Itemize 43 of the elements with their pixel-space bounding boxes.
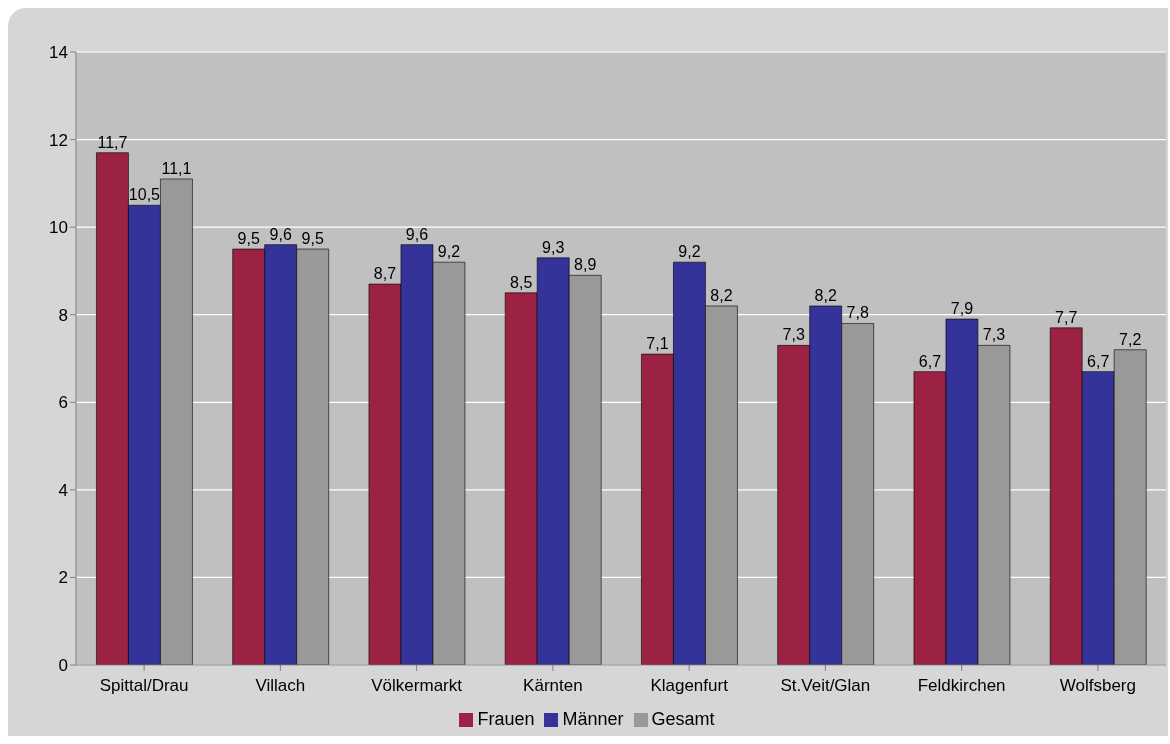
data-label: 7,7 [1055,308,1078,326]
data-label: 11,7 [97,133,128,151]
data-label: 6,7 [1087,352,1110,370]
y-tick-label: 0 [58,656,68,676]
data-label: 9,2 [437,243,461,261]
data-label: 9,5 [237,230,260,248]
y-tick-label: 2 [58,568,68,588]
x-tick-label: Feldkirchen [917,676,1006,696]
data-label: 9,2 [678,243,701,261]
x-tick-label: Klagenfurt [650,676,729,696]
data-label: 7,9 [950,300,974,318]
data-label: 7,1 [646,335,669,353]
data-label: 8,2 [814,286,837,304]
y-tick-label: 4 [58,480,68,500]
y-tick-label: 6 [58,393,68,413]
x-tick-label: Wolfsberg [1059,676,1136,696]
data-label: 9,5 [301,230,324,248]
y-tick-label: 10 [49,218,68,238]
x-tick-label: Völkermarkt [371,676,463,696]
y-tick-label: 14 [49,43,68,63]
data-label: 8,2 [710,286,733,304]
x-tick-label: St.Veit/Glan [780,676,871,696]
legend-label: Gesamt [651,709,715,729]
data-label: 8,9 [574,256,597,274]
data-label: 10,5 [128,186,161,204]
data-label: 7,3 [782,326,805,344]
data-label: 9,6 [405,225,429,243]
data-label: 11,1 [161,159,192,177]
data-label: 8,5 [510,273,533,291]
x-tick-label: Spittal/Drau [99,676,189,696]
y-tick-label: 12 [49,130,68,150]
data-label: 7,2 [1119,330,1142,348]
x-tick-label: Villach [255,676,306,696]
data-label: 9,3 [542,238,565,256]
legend-label: Männer [562,709,624,729]
x-tick-label: Kärnten [523,676,583,696]
data-label: 9,6 [269,225,292,243]
y-tick-label: 8 [58,305,68,325]
data-label: 7,8 [846,304,869,322]
data-label: 6,7 [918,352,942,370]
data-label: 8,7 [373,265,397,283]
legend-label: Frauen [477,709,535,729]
data-label: 7,3 [982,326,1006,344]
